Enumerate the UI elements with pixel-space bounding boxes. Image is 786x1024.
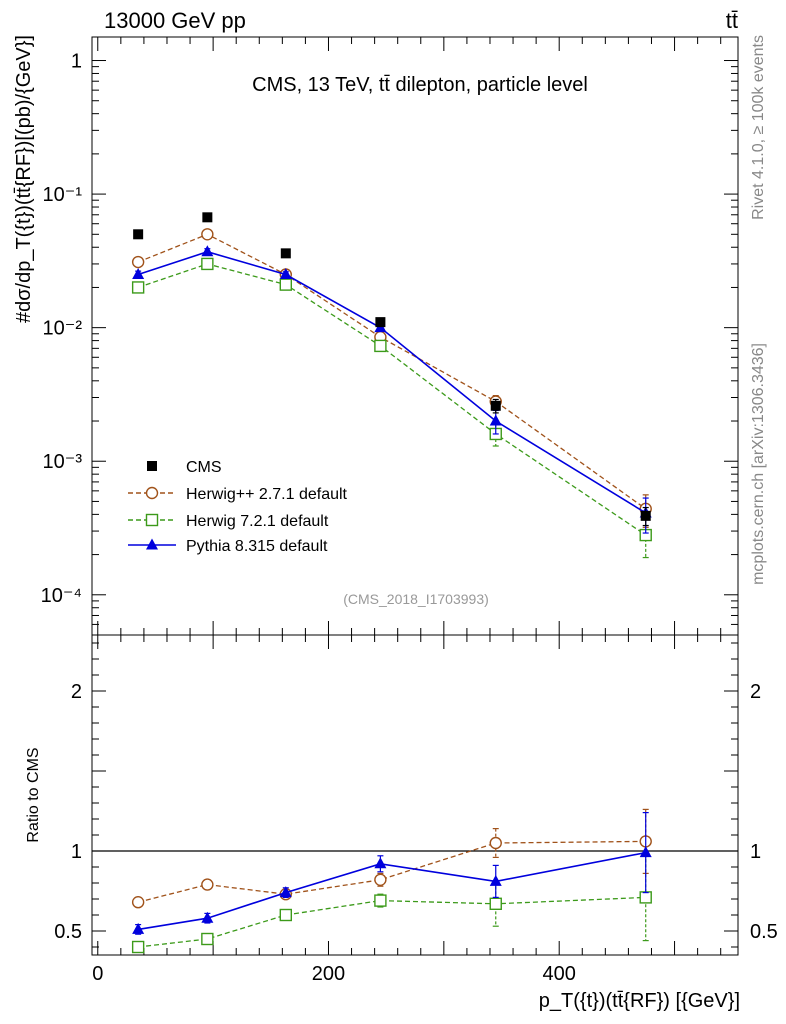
legend: CMS Herwig++ 2.7.1 default Herwig 7.2.1 … xyxy=(128,459,348,555)
x-tick-label: 0 xyxy=(92,963,103,985)
ratio-y-tick-label: 2 xyxy=(71,681,82,703)
series-herwig-2-7-1-default xyxy=(131,808,652,909)
data-point xyxy=(201,878,214,891)
data-point xyxy=(280,248,291,259)
data-point xyxy=(279,278,292,291)
main-y-tick-label: 10⁻³ xyxy=(43,451,83,473)
legend-label-herwig7: Herwig 7.2.1 default xyxy=(186,513,329,530)
series-herwig-7-2-1-default xyxy=(131,257,652,559)
data-point xyxy=(374,894,387,907)
data-point xyxy=(374,857,387,869)
ratio-y-tick-label-right: 0.5 xyxy=(750,921,778,943)
legend-marker xyxy=(145,513,159,527)
plot-title: CMS, 13 TeV, tt̄ dilepton, particle leve… xyxy=(252,74,588,96)
data-point xyxy=(131,281,145,294)
data-point xyxy=(201,228,214,241)
data-point xyxy=(374,873,387,886)
analysis-watermark: (CMS_2018_I1703993) xyxy=(343,591,489,607)
ratio-y-axis-label: Ratio to CMS xyxy=(25,747,42,842)
data-point xyxy=(279,886,292,898)
main-y-axis: 1 10⁻¹ 10⁻² 10⁻³ 10⁻⁴ xyxy=(41,51,738,636)
data-point xyxy=(489,414,502,426)
ratio-y-tick-label: 1 xyxy=(71,841,82,863)
data-point xyxy=(131,255,145,269)
data-point xyxy=(375,317,386,328)
x-tick-label: 200 xyxy=(312,963,345,985)
data-point xyxy=(201,245,214,257)
series-line xyxy=(138,896,646,948)
series-cms xyxy=(133,212,651,527)
ratio-y-tick-label-right: 2 xyxy=(750,681,761,703)
data-point xyxy=(489,836,502,850)
data-point xyxy=(639,846,652,858)
rivet-label: Rivet 4.1.0, ≥ 100k events xyxy=(750,35,767,220)
energy-label: 13000 GeV pp xyxy=(104,8,246,33)
legend-marker xyxy=(147,461,157,471)
data-point xyxy=(489,897,502,910)
data-point xyxy=(640,510,651,521)
legend-marker xyxy=(145,486,159,500)
mcplots-label: mcplots.cern.ch [arXiv:1306.3436] xyxy=(750,343,767,585)
legend-marker xyxy=(146,538,158,550)
data-point xyxy=(639,891,652,904)
data-point xyxy=(489,874,502,886)
data-point xyxy=(131,896,145,909)
x-axis: 0 200 400 xyxy=(92,37,722,985)
data-point xyxy=(201,257,214,271)
data-point xyxy=(132,922,145,934)
legend-label-pythia: Pythia 8.315 default xyxy=(186,538,328,555)
x-tick-label: 400 xyxy=(543,963,576,985)
main-y-tick-label: 1 xyxy=(71,51,82,73)
main-y-tick-label: 10⁻² xyxy=(43,318,83,340)
series-line xyxy=(137,263,647,536)
data-point xyxy=(132,268,145,280)
main-y-axis-label: #dσ/dp_T({t})(tt̄{RF})[(pb)/{GeV}] xyxy=(13,35,35,323)
data-point xyxy=(490,400,501,411)
data-point xyxy=(279,908,292,922)
series-line xyxy=(137,233,647,510)
main-series-group xyxy=(131,212,652,559)
data-point xyxy=(279,268,292,280)
series-pythia-8-315-default xyxy=(132,811,652,935)
x-axis-label: p_T({t})(tt̄{RF}) [{GeV}] xyxy=(539,990,740,1012)
ratio-series-group xyxy=(131,808,652,954)
main-y-tick-label: 10⁻¹ xyxy=(43,184,83,206)
process-label: tt̄ xyxy=(726,8,738,33)
data-point xyxy=(201,911,214,923)
data-point xyxy=(374,339,387,353)
series-line xyxy=(138,851,646,931)
series-herwig-2-7-1-default xyxy=(131,228,652,528)
ratio-y-tick-label-right: 1 xyxy=(750,841,761,863)
data-point xyxy=(131,940,145,954)
legend-label-herwigpp: Herwig++ 2.7.1 default xyxy=(186,486,348,503)
ratio-y-axis: 0.5 0.5 1 1 2 2 xyxy=(54,642,778,948)
series-line xyxy=(137,840,646,903)
legend-label-cms: CMS xyxy=(186,459,222,476)
ratio-panel-frame xyxy=(91,634,739,956)
data-point xyxy=(201,932,214,946)
ratio-y-tick-label: 0.5 xyxy=(54,921,82,943)
series-line xyxy=(137,250,647,514)
series-herwig-7-2-1-default xyxy=(131,853,652,954)
data-point xyxy=(133,229,144,240)
main-y-tick-label: 10⁻⁴ xyxy=(41,585,82,607)
data-point xyxy=(202,212,213,223)
